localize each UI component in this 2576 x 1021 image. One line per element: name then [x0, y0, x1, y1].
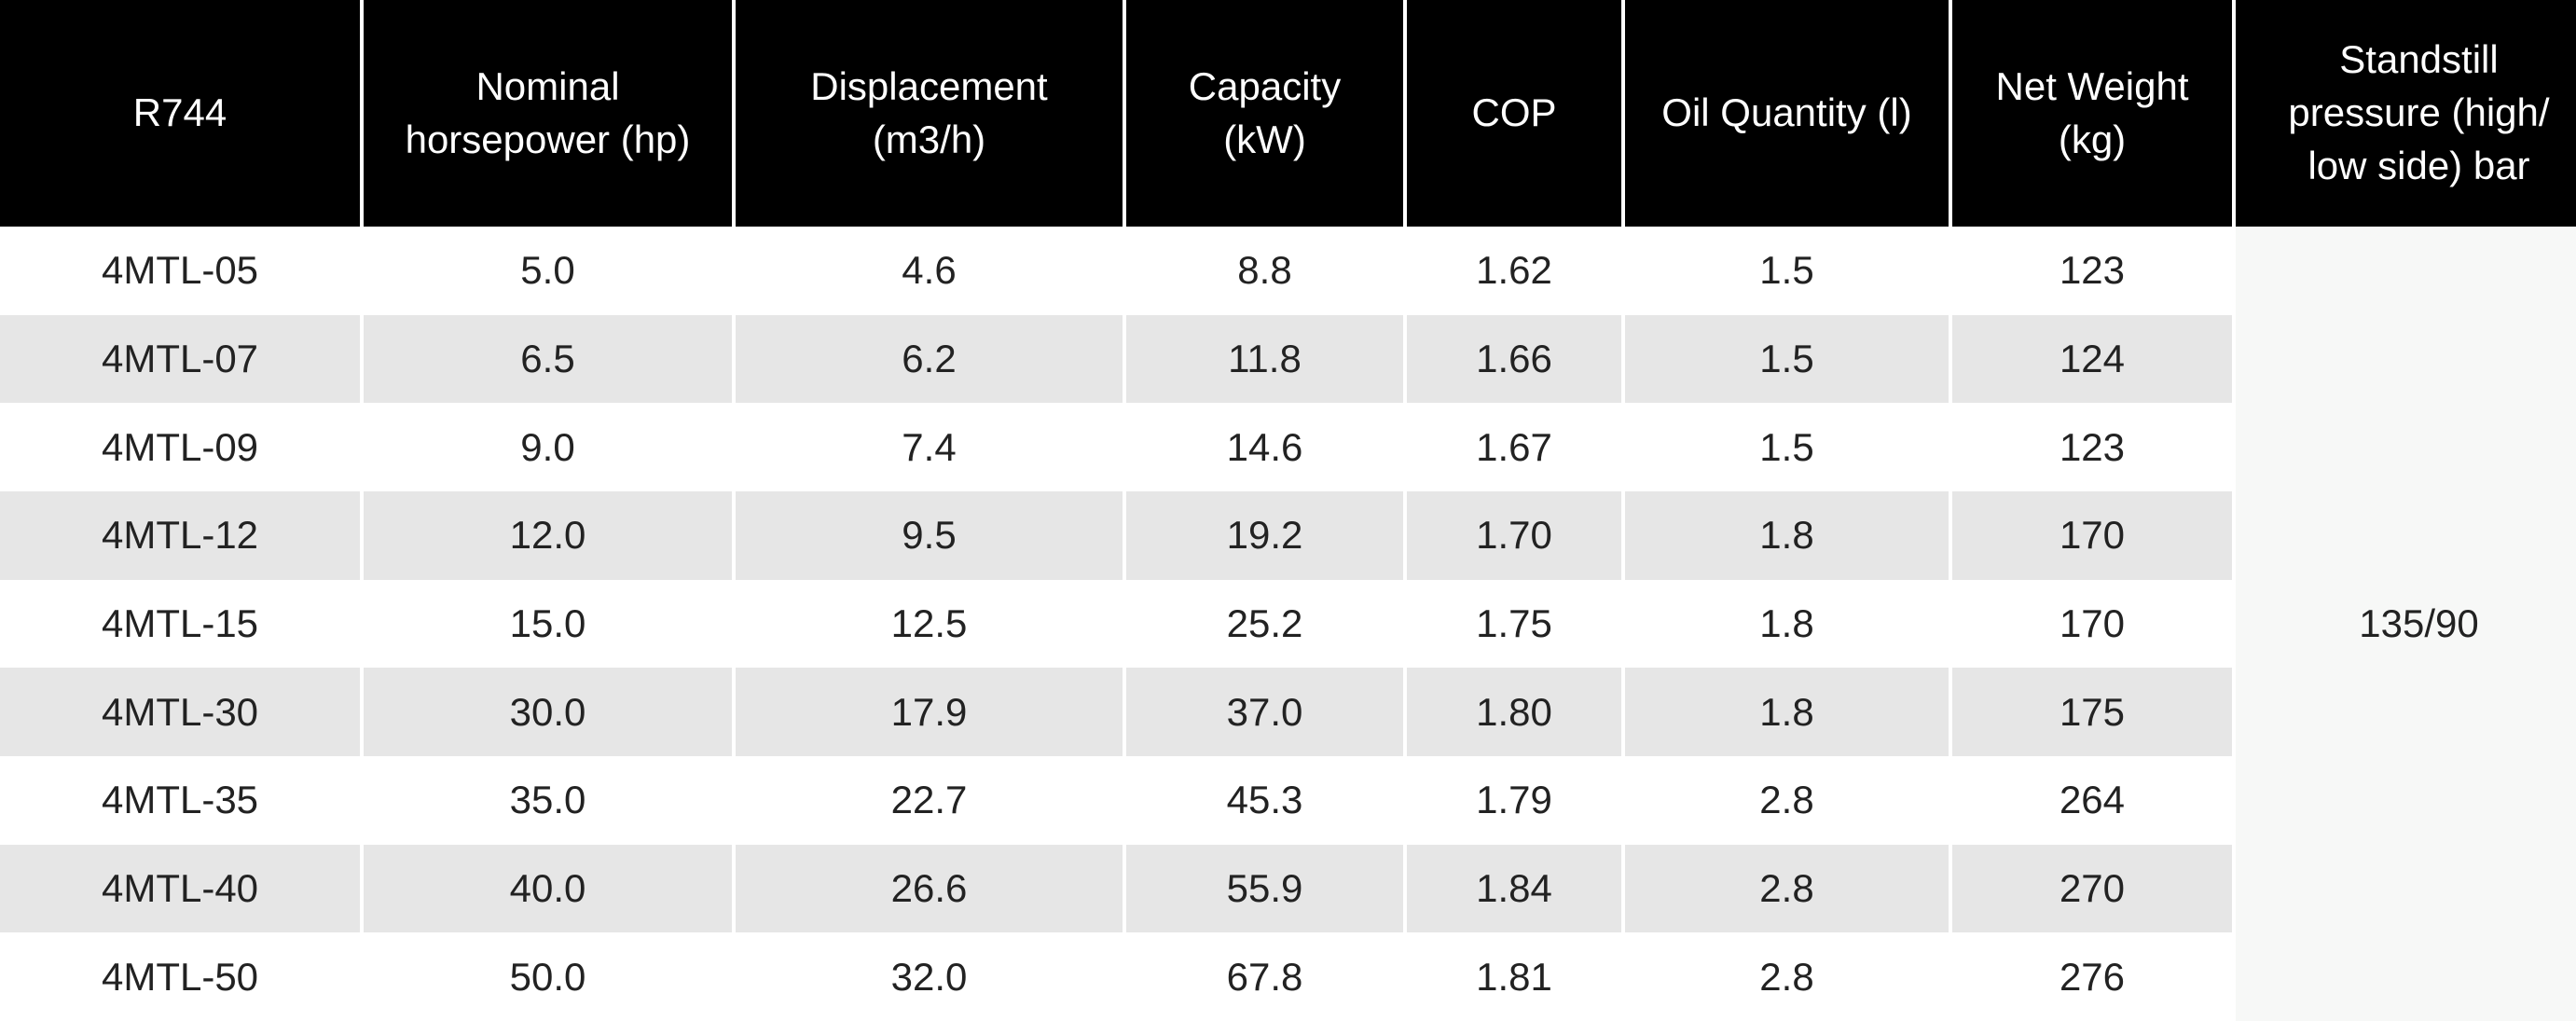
cell-capacity: 45.3 [1126, 755, 1403, 845]
header-displacement: Displacement (m3/h) [736, 0, 1123, 227]
cell-horsepower: 5.0 [364, 227, 732, 315]
cell-net-weight: 170 [1952, 579, 2232, 669]
cell-net-weight: 270 [1952, 844, 2232, 933]
cell-horsepower: 9.0 [364, 403, 732, 491]
cell-net-weight: 276 [1952, 932, 2232, 1021]
cell-cop: 1.81 [1407, 932, 1621, 1021]
cell-displacement: 26.6 [736, 844, 1123, 933]
cell-displacement: 22.7 [736, 755, 1123, 845]
cell-oil-quantity: 1.5 [1625, 227, 1949, 315]
header-model: R744 [0, 0, 360, 227]
cell-capacity: 11.8 [1126, 314, 1403, 404]
cell-net-weight: 175 [1952, 668, 2232, 756]
cell-displacement: 32.0 [736, 932, 1123, 1021]
cell-cop: 1.62 [1407, 227, 1621, 315]
cell-capacity: 25.2 [1126, 579, 1403, 669]
cell-model: 4MTL-15 [0, 579, 360, 669]
cell-model: 4MTL-07 [0, 314, 360, 404]
header-cop: COP [1407, 0, 1621, 227]
cell-capacity: 55.9 [1126, 844, 1403, 933]
cell-horsepower: 40.0 [364, 844, 732, 933]
cell-cop: 1.75 [1407, 579, 1621, 669]
cell-oil-quantity: 1.8 [1625, 668, 1949, 756]
header-horsepower: Nominal horsepower (hp) [364, 0, 732, 227]
cell-oil-quantity: 1.8 [1625, 490, 1949, 580]
cell-displacement: 4.6 [736, 227, 1123, 315]
cell-capacity: 67.8 [1126, 932, 1403, 1021]
cell-model: 4MTL-05 [0, 227, 360, 315]
cell-cop: 1.80 [1407, 668, 1621, 756]
cell-cop: 1.67 [1407, 403, 1621, 491]
cell-capacity: 14.6 [1126, 403, 1403, 491]
cell-horsepower: 50.0 [364, 932, 732, 1021]
cell-horsepower: 6.5 [364, 314, 732, 404]
header-capacity: Capacity (kW) [1126, 0, 1403, 227]
cell-cop: 1.79 [1407, 755, 1621, 845]
cell-capacity: 19.2 [1126, 490, 1403, 580]
cell-displacement: 6.2 [736, 314, 1123, 404]
cell-horsepower: 30.0 [364, 668, 732, 756]
cell-model: 4MTL-50 [0, 932, 360, 1021]
cell-oil-quantity: 1.5 [1625, 314, 1949, 404]
cell-oil-quantity: 2.8 [1625, 844, 1949, 933]
cell-cop: 1.70 [1407, 490, 1621, 580]
cell-horsepower: 35.0 [364, 755, 732, 845]
header-net-weight: Net Weight (kg) [1952, 0, 2232, 227]
cell-model: 4MTL-09 [0, 403, 360, 491]
cell-oil-quantity: 2.8 [1625, 755, 1949, 845]
cell-horsepower: 12.0 [364, 490, 732, 580]
cell-cop: 1.66 [1407, 314, 1621, 404]
cell-capacity: 37.0 [1126, 668, 1403, 756]
cell-net-weight: 123 [1952, 227, 2232, 315]
cell-displacement: 9.5 [736, 490, 1123, 580]
cell-net-weight: 124 [1952, 314, 2232, 404]
cell-capacity: 8.8 [1126, 227, 1403, 315]
cell-model: 4MTL-35 [0, 755, 360, 845]
cell-net-weight: 123 [1952, 403, 2232, 491]
cell-model: 4MTL-30 [0, 668, 360, 756]
cell-displacement: 12.5 [736, 579, 1123, 669]
cell-displacement: 7.4 [736, 403, 1123, 491]
cell-displacement: 17.9 [736, 668, 1123, 756]
cell-cop: 1.84 [1407, 844, 1621, 933]
cell-oil-quantity: 2.8 [1625, 932, 1949, 1021]
cell-model: 4MTL-40 [0, 844, 360, 933]
cell-oil-quantity: 1.8 [1625, 579, 1949, 669]
cell-net-weight: 264 [1952, 755, 2232, 845]
header-oil-quantity: Oil Quantity (l) [1625, 0, 1949, 227]
header-standstill-pressure: Standstill pressure (high/ low side) bar [2236, 0, 2576, 227]
cell-horsepower: 15.0 [364, 579, 732, 669]
cell-net-weight: 170 [1952, 490, 2232, 580]
cell-model: 4MTL-12 [0, 490, 360, 580]
standstill-pressure-value: 135/90 [2236, 227, 2576, 1021]
cell-oil-quantity: 1.5 [1625, 403, 1949, 491]
